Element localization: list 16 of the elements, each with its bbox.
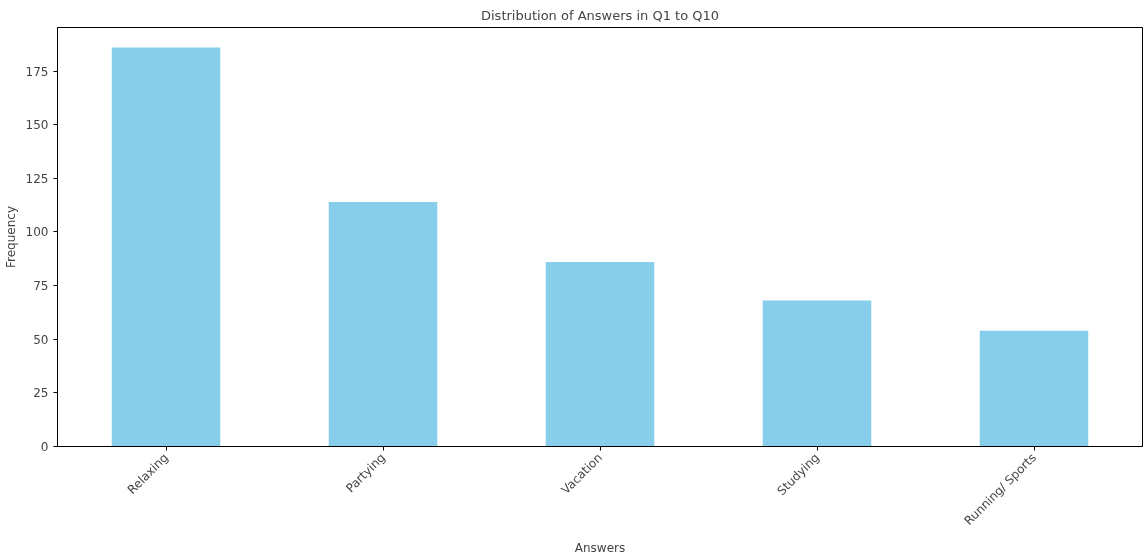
y-tick-label: 25 — [33, 386, 49, 401]
y-tick-label: 150 — [25, 118, 49, 133]
y-tick-label: 100 — [25, 225, 49, 240]
bar — [762, 300, 872, 447]
y-tick-label: 175 — [25, 64, 49, 79]
x-axis-title: Answers — [574, 540, 626, 555]
y-tick-label: 75 — [33, 279, 49, 294]
bar — [979, 330, 1089, 447]
chart-title: Distribution of Answers in Q1 to Q10 — [481, 7, 719, 23]
bar — [328, 201, 438, 447]
y-axis-title: Frequency — [3, 206, 18, 268]
y-tick-label: 125 — [25, 171, 49, 186]
bar — [111, 47, 221, 447]
y-tick-label: 50 — [33, 332, 49, 347]
y-tick-label: 0 — [40, 440, 49, 454]
bar — [545, 261, 655, 447]
